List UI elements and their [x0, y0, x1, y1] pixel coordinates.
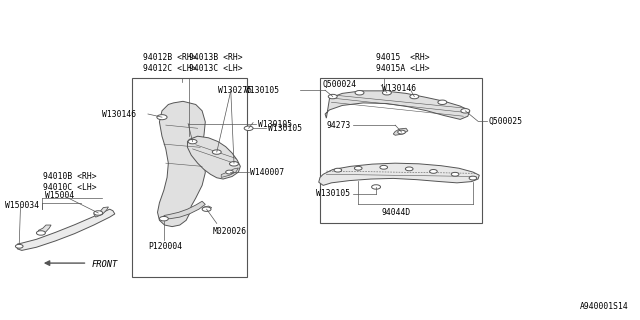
Text: W150034: W150034	[4, 201, 38, 210]
Circle shape	[334, 168, 342, 172]
Text: 94044D: 94044D	[382, 208, 411, 217]
Text: W130105: W130105	[257, 120, 292, 129]
Text: Q500024: Q500024	[323, 80, 356, 89]
Circle shape	[372, 185, 381, 189]
Polygon shape	[38, 225, 51, 235]
Text: 94013B <RH>
94013C <LH>: 94013B <RH> 94013C <LH>	[189, 53, 243, 73]
Polygon shape	[325, 91, 470, 119]
Circle shape	[94, 211, 102, 215]
Circle shape	[397, 130, 405, 134]
Text: W130275: W130275	[218, 86, 252, 95]
Circle shape	[202, 207, 211, 212]
Text: M020026: M020026	[213, 227, 247, 236]
Circle shape	[226, 170, 234, 174]
Text: 94015  <RH>
94015A <LH>: 94015 <RH> 94015A <LH>	[376, 53, 429, 73]
Circle shape	[157, 115, 167, 120]
Polygon shape	[157, 101, 205, 227]
Polygon shape	[164, 201, 205, 219]
Circle shape	[159, 216, 168, 221]
Circle shape	[244, 126, 253, 131]
Circle shape	[380, 165, 388, 169]
Circle shape	[451, 172, 459, 176]
Text: W140007: W140007	[250, 168, 284, 177]
Text: W15004: W15004	[45, 191, 74, 200]
Circle shape	[355, 166, 362, 170]
Circle shape	[188, 140, 197, 144]
Circle shape	[405, 167, 413, 171]
Polygon shape	[17, 209, 115, 251]
Circle shape	[438, 100, 447, 105]
Polygon shape	[319, 163, 479, 185]
Text: W130146: W130146	[383, 84, 417, 93]
Text: W130105: W130105	[316, 189, 351, 198]
Polygon shape	[202, 206, 212, 210]
Text: 94012B <RH>
94012C <LH>: 94012B <RH> 94012C <LH>	[143, 53, 196, 73]
Bar	[132, 77, 246, 277]
Text: FRONT: FRONT	[92, 260, 118, 268]
Polygon shape	[94, 207, 108, 217]
Circle shape	[429, 170, 437, 173]
Text: 94010B <RH>
94010C <LH>: 94010B <RH> 94010C <LH>	[43, 172, 97, 192]
Circle shape	[15, 244, 23, 248]
Circle shape	[461, 108, 470, 113]
Text: W130105: W130105	[245, 86, 279, 95]
Text: W130105: W130105	[268, 124, 302, 133]
Polygon shape	[221, 168, 239, 178]
Circle shape	[230, 162, 239, 166]
Circle shape	[36, 231, 45, 235]
Circle shape	[383, 91, 392, 95]
Text: Q500025: Q500025	[488, 117, 522, 126]
Polygon shape	[394, 128, 408, 135]
Text: W130146: W130146	[102, 110, 136, 119]
Text: 94273: 94273	[326, 121, 351, 130]
Text: A940001S14: A940001S14	[580, 302, 629, 311]
Text: P120004: P120004	[148, 243, 182, 252]
Circle shape	[328, 94, 337, 99]
Circle shape	[212, 150, 221, 154]
Circle shape	[410, 94, 419, 99]
Circle shape	[355, 91, 364, 95]
Circle shape	[469, 176, 477, 180]
Polygon shape	[188, 136, 241, 179]
Bar	[320, 77, 483, 223]
